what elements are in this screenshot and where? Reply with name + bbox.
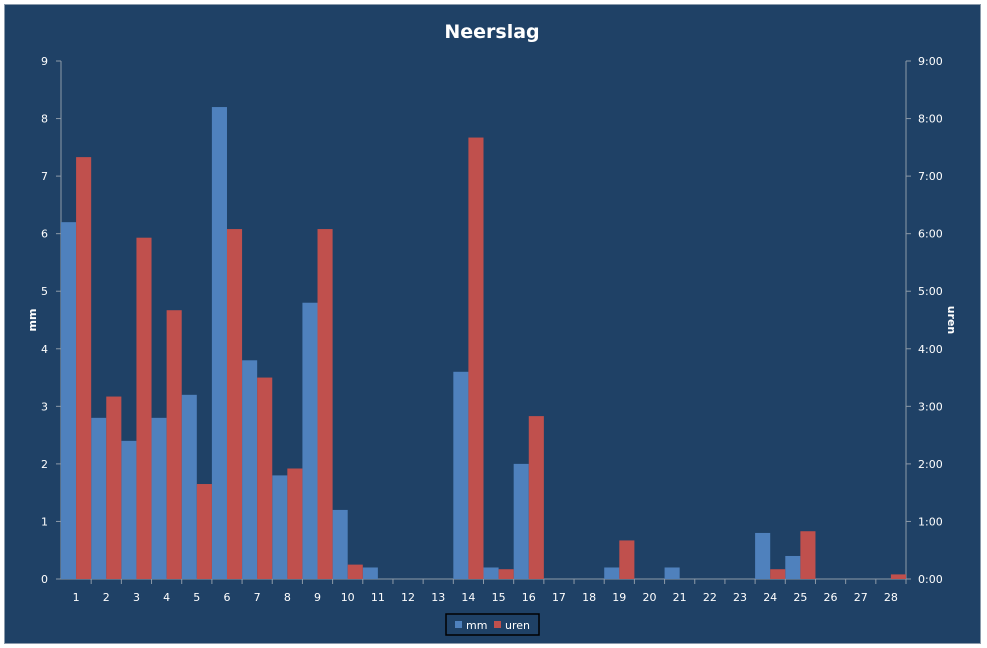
y2-tick-label: 0:00 [918,573,943,586]
x-tick-label: 22 [703,591,717,604]
y-tick-label: 8 [41,113,48,126]
x-tick-label: 14 [461,591,475,604]
bar-mm [272,475,288,579]
y2-tick-label: 2:00 [918,458,943,471]
bar-mm [242,360,258,579]
bar-mm [151,417,167,579]
bar-mm [664,567,680,579]
y-tick-label: 6 [41,228,48,241]
bars [61,107,906,580]
x-tick-label: 17 [552,591,566,604]
x-tick-label: 7 [254,591,261,604]
bar-mm [453,371,469,579]
bar-uren [196,484,212,579]
x-tick-label: 12 [401,591,415,604]
bar-uren [498,569,514,579]
x-tick-label: 28 [884,591,898,604]
y2-tick-label: 7:00 [918,170,943,183]
chart-title: Neerslag [444,21,539,43]
y-tick-label: 0 [41,573,48,586]
legend-box [445,613,540,636]
x-tick-label: 24 [763,591,777,604]
legend-swatch-mm [455,621,462,628]
x-tick-label: 23 [733,591,747,604]
x-tick-label: 2 [103,591,110,604]
bar-uren [528,416,544,579]
bar-mm [181,394,197,579]
x-tick-label: 25 [793,591,807,604]
y-tick-label: 3 [41,400,48,413]
bar-uren [800,531,816,579]
bar-mm [332,509,348,579]
y2-tick-label: 4:00 [918,343,943,356]
x-tick-label: 26 [824,591,838,604]
x-tick-label: 8 [284,591,291,604]
y2-tick-label: 6:00 [918,228,943,241]
bar-mm [302,302,318,579]
x-tick-label: 20 [642,591,656,604]
legend-label-mm: mm [466,619,487,632]
bar-mm [121,440,137,579]
y-axis-label: mm [26,309,39,332]
x-tick-label: 27 [854,591,868,604]
bar-uren [76,157,92,579]
bar-uren [136,237,152,579]
y2-tick-label: 5:00 [918,285,943,298]
bar-uren [257,377,273,579]
x-tick-label: 21 [673,591,687,604]
x-tick-label: 5 [193,591,200,604]
bar-mm [483,567,499,579]
x-tick-label: 15 [492,591,506,604]
bar-mm [61,222,77,579]
y-tick-label: 5 [41,285,48,298]
y2-tick-label: 3:00 [918,400,943,413]
bar-uren [619,540,635,579]
x-tick-label: 6 [223,591,230,604]
bar-uren [166,310,182,579]
x-tick-label: 13 [431,591,445,604]
bar-mm [513,463,529,579]
x-tick-label: 4 [163,591,170,604]
x-tick-label: 11 [371,591,385,604]
y-tick-label: 1 [41,515,48,528]
bar-uren [287,468,303,579]
y-tick-label: 7 [41,170,48,183]
bar-uren [347,564,363,579]
bar-uren [226,229,243,579]
x-tick-label: 19 [612,591,626,604]
x-tick-label: 16 [522,591,536,604]
bar-mm [211,107,227,580]
y2-tick-label: 1:00 [918,515,943,528]
bar-mm [785,555,801,579]
legend: mm uren [445,613,540,636]
x-tick-label: 3 [133,591,140,604]
x-tick-label: 18 [582,591,596,604]
legend-label-uren: uren [505,619,530,632]
y2-tick-label: 8:00 [918,113,943,126]
y-tick-label: 2 [41,458,48,471]
bar-mm [604,567,620,579]
x-tick-label: 10 [341,591,355,604]
y-tick-label: 4 [41,343,48,356]
legend-swatch-uren [494,621,501,628]
bar-uren [890,574,906,579]
x-tick-label: 9 [314,591,321,604]
bar-mm [91,417,107,579]
bar-mm [362,567,378,579]
y-tick-label: 9 [41,55,48,68]
bar-uren [770,569,786,579]
bar-uren [468,137,484,579]
y2-tick-label: 9:00 [918,55,943,68]
bar-uren [317,229,333,579]
x-tick-label: 1 [73,591,80,604]
bar-uren [106,396,122,579]
y2-axis-label: uren [945,306,958,335]
bar-mm [755,532,771,579]
